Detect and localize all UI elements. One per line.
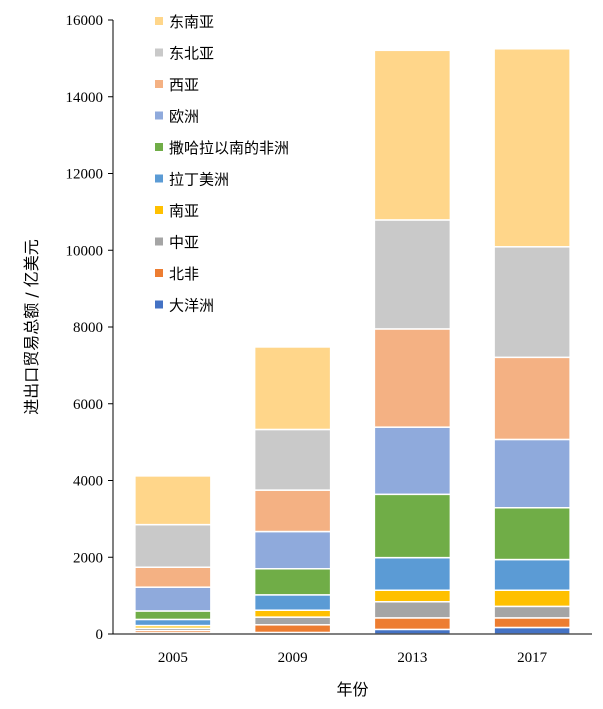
x-tick-label: 2017	[517, 650, 548, 666]
bar-segment	[373, 589, 452, 603]
y-tick-label: 10000	[66, 243, 104, 259]
bar-segment	[493, 506, 571, 561]
bar-segment	[493, 617, 571, 629]
bar-segment	[253, 346, 332, 431]
x-axis-title: 年份	[336, 680, 368, 699]
bar-segment	[253, 568, 332, 596]
bar-segment	[493, 356, 571, 441]
legend-swatch	[155, 48, 163, 57]
legend-swatch	[155, 206, 163, 214]
legend-label: 北非	[169, 265, 199, 283]
y-tick-label: 8000	[73, 320, 103, 336]
y-tick-label: 14000	[66, 90, 104, 106]
y-tick-label: 12000	[66, 167, 104, 183]
bar-segment	[253, 428, 332, 491]
legend-swatch	[155, 174, 163, 183]
bar-segment	[373, 328, 452, 428]
bar-segment	[253, 609, 332, 618]
legend-label: 东南亚	[169, 13, 214, 31]
bar-segment	[373, 49, 452, 221]
x-axis-ticks: 2005 2009 2013 2017	[158, 650, 548, 666]
legend-swatch	[155, 17, 163, 25]
y-axis-ticks: 0 2000 4000 6000 8000 10000 12000 14000 16000	[66, 13, 113, 643]
legend-label: 大洋洲	[169, 297, 214, 315]
legend-swatch	[155, 80, 163, 88]
bar-segment	[134, 523, 212, 568]
bar-segment	[373, 556, 452, 592]
bar-segment	[134, 566, 212, 588]
legend-label: 中亚	[169, 234, 199, 252]
bar-segment	[493, 589, 571, 608]
legend-swatch	[155, 143, 163, 151]
legend-label: 拉丁美洲	[169, 171, 229, 189]
legend-swatch	[155, 269, 163, 277]
x-tick-label: 2005	[158, 650, 188, 666]
bar-segment	[493, 558, 571, 592]
bar-segment	[373, 617, 452, 631]
legend-swatch	[155, 300, 163, 309]
bar-segment	[134, 586, 212, 612]
x-tick-label: 2009	[278, 650, 308, 666]
bar-segment	[253, 594, 332, 611]
legend-swatch	[155, 237, 163, 246]
legend-label: 东北亚	[169, 45, 214, 63]
x-tick-label: 2013	[397, 650, 427, 666]
bar-segment	[134, 618, 212, 627]
bar-segment	[373, 219, 452, 330]
bar-segment	[373, 426, 452, 496]
y-tick-label: 6000	[73, 397, 103, 413]
y-tick-label: 2000	[73, 550, 103, 566]
bar-segment	[493, 246, 571, 359]
legend-label: 欧洲	[169, 108, 199, 126]
plot-area	[134, 48, 571, 635]
legend-label: 撒哈拉以南的非洲	[169, 139, 289, 157]
y-axis-title: 进出口贸易总额 / 亿美元	[22, 239, 41, 415]
bar-segment	[373, 493, 452, 559]
bar-segment	[253, 530, 332, 570]
y-tick-label: 0	[96, 627, 104, 643]
bar-segment	[253, 624, 332, 634]
axes: 0 2000 4000 6000 8000 10000 12000 14000 16000 20…	[66, 13, 592, 666]
bar-segment	[373, 601, 452, 619]
bar-segment	[253, 616, 332, 626]
bar-segment	[493, 48, 571, 248]
bar-segment	[134, 475, 212, 526]
legend-swatch	[155, 111, 163, 120]
y-tick-label: 16000	[66, 13, 104, 29]
legend-label: 南亚	[169, 202, 199, 220]
bar-segment	[253, 489, 332, 533]
y-tick-label: 4000	[73, 474, 103, 490]
bar-segment	[493, 605, 571, 619]
bar-segment	[493, 626, 571, 635]
bar-segment	[493, 438, 571, 509]
legend-label: 西亚	[169, 76, 199, 94]
bar-segment	[134, 610, 212, 621]
